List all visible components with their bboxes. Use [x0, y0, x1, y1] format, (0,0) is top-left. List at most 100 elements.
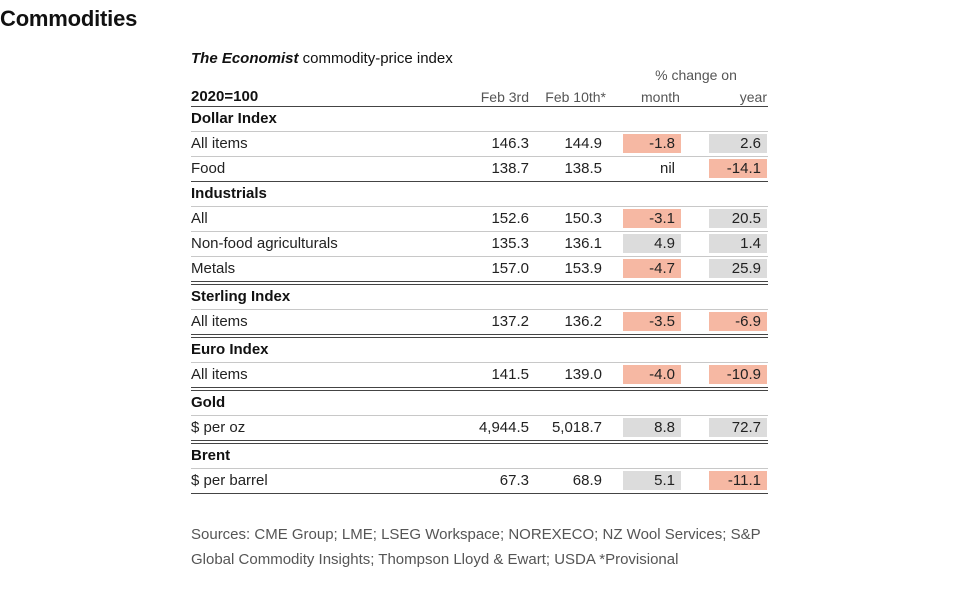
table-header: % change on 2020=100 Feb 3rd Feb 10th* m…	[191, 67, 768, 107]
value-feb10: 139.0	[564, 366, 602, 383]
change-month-cell: nil	[623, 159, 681, 178]
change-year-cell: -14.1	[709, 159, 767, 178]
value-feb3: 4,944.5	[478, 419, 529, 436]
col-feb10-header: Feb 10th*	[545, 89, 606, 105]
table-row: Metals 157.0 153.9 -4.7 25.9	[191, 256, 768, 282]
value-feb10: 136.1	[564, 235, 602, 252]
base-label: 2020=100	[191, 88, 259, 105]
section-gold: Gold $ per oz 4,944.5 5,018.7 8.8 72.7	[191, 390, 768, 441]
change-year-cell: 1.4	[709, 234, 767, 253]
table-title-rest: commodity-price index	[298, 50, 453, 67]
section-heading: Gold	[191, 390, 768, 415]
change-year-value: -6.9	[735, 313, 761, 330]
change-month-value: 8.8	[654, 419, 675, 436]
change-year-cell: 2.6	[709, 134, 767, 153]
sources-line-2: Global Commodity Insights; Thompson Lloy…	[191, 551, 679, 568]
change-year-value: 1.4	[740, 235, 761, 252]
section-sterling-index: Sterling Index All items 137.2 136.2 -3.5 -6.…	[191, 284, 768, 335]
value-feb10: 136.2	[564, 313, 602, 330]
change-year-cell: -6.9	[709, 312, 767, 331]
change-year-value: 25.9	[731, 260, 761, 277]
change-year-cell: 25.9	[709, 259, 767, 278]
row-label: $ per oz	[191, 419, 246, 436]
change-month-cell: -1.8	[623, 134, 681, 153]
change-month-value: -3.5	[649, 313, 675, 330]
table-row: All 152.6 150.3 -3.1 20.5	[191, 206, 768, 231]
sources-line-1: Sources: CME Group; LME; LSEG Workspace;…	[191, 526, 761, 543]
row-label: Metals	[191, 260, 236, 277]
page-title: Commodities	[0, 6, 138, 31]
change-year-value: -10.9	[726, 366, 761, 383]
change-month-cell: -3.1	[623, 209, 681, 228]
table-row: All items 146.3 144.9 -1.8 2.6	[191, 131, 768, 156]
change-year-value: 72.7	[731, 419, 761, 436]
value-feb3: 146.3	[491, 135, 529, 152]
value-feb3: 157.0	[491, 260, 529, 277]
change-year-cell: 72.7	[709, 418, 767, 437]
row-label: All items	[191, 366, 248, 383]
section-industrials: Industrials All 152.6 150.3 -3.1 20.5 Non-food…	[191, 182, 768, 282]
row-label: Non-food agriculturals	[191, 235, 338, 252]
value-feb3: 137.2	[491, 313, 529, 330]
change-month-value: -4.7	[649, 260, 675, 277]
section-heading: Industrials	[191, 185, 267, 202]
value-feb3: 138.7	[491, 160, 529, 177]
change-month-cell: -4.0	[623, 365, 681, 384]
value-feb3: 135.3	[491, 235, 529, 252]
value-feb10: 144.9	[564, 135, 602, 152]
table-row: $ per barrel 67.3 68.9 5.1 -11.1	[191, 468, 768, 494]
sources-note: Sources: CME Group; LME; LSEG Workspace;…	[191, 522, 771, 572]
change-month-value: 5.1	[654, 472, 675, 489]
table-title-publication: The Economist	[191, 50, 299, 67]
section-heading: Sterling Index	[191, 284, 768, 309]
change-month-value: nil	[659, 160, 675, 177]
change-month-cell: -3.5	[623, 312, 681, 331]
change-year-cell: -10.9	[709, 365, 767, 384]
change-month-value: -1.8	[649, 135, 675, 152]
col-month-header: month	[641, 89, 680, 105]
table-body: Dollar Index All items 146.3 144.9 -1.8 2.6 Fo…	[191, 107, 768, 494]
change-month-cell: -4.7	[623, 259, 681, 278]
section-euro-index: Euro Index All items 141.5 139.0 -4.0 -10.9	[191, 337, 768, 388]
row-label: $ per barrel	[191, 472, 268, 489]
change-month-value: -4.0	[649, 366, 675, 383]
col-year-header: year	[739, 89, 767, 105]
change-year-value: 20.5	[731, 210, 761, 227]
row-label: All items	[191, 313, 248, 330]
col-feb3-header: Feb 3rd	[480, 89, 529, 105]
row-label: Food	[191, 160, 226, 177]
section-heading: Dollar Index	[191, 110, 277, 127]
section-brent: Brent $ per barrel 67.3 68.9 5.1 -11.1	[191, 443, 768, 494]
change-month-cell: 4.9	[623, 234, 681, 253]
value-feb3: 141.5	[491, 366, 529, 383]
change-month-value: 4.9	[654, 235, 675, 252]
change-year-value: -11.1	[727, 472, 761, 489]
section-dollar-index: Dollar Index All items 146.3 144.9 -1.8 2.6 Fo…	[191, 107, 768, 182]
row-label: All	[191, 210, 208, 227]
section-heading: Euro Index	[191, 337, 768, 362]
row-label: All items	[191, 135, 248, 152]
pct-change-header: % change on	[655, 67, 737, 83]
change-year-cell: -11.1	[709, 471, 767, 490]
table-row: $ per oz 4,944.5 5,018.7 8.8 72.7	[191, 415, 768, 441]
change-year-cell: 20.5	[709, 209, 767, 228]
change-year-value: -14.1	[726, 160, 761, 177]
value-feb10: 150.3	[564, 210, 602, 227]
table-row: Food 138.7 138.5 nil -14.1	[191, 156, 768, 182]
value-feb10: 68.9	[572, 472, 602, 489]
value-feb10: 153.9	[564, 260, 602, 277]
change-month-cell: 5.1	[623, 471, 681, 490]
change-month-cell: 8.8	[623, 418, 681, 437]
value-feb3: 67.3	[499, 472, 529, 489]
table-row: All items 141.5 139.0 -4.0 -10.9	[191, 362, 768, 388]
table-row: Non-food agriculturals 135.3 136.1 4.9 1.4	[191, 231, 768, 256]
table-row: All items 137.2 136.2 -3.5 -6.9	[191, 309, 768, 335]
value-feb3: 152.6	[491, 210, 529, 227]
change-month-value: -3.1	[649, 210, 675, 227]
table-title: The Economist commodity-price index	[191, 48, 768, 70]
change-year-value: 2.6	[740, 135, 761, 152]
commodity-table: The Economist commodity-price index % ch…	[191, 48, 768, 494]
value-feb10: 5,018.7	[551, 419, 602, 436]
value-feb10: 138.5	[564, 160, 602, 177]
section-heading: Brent	[191, 443, 768, 468]
